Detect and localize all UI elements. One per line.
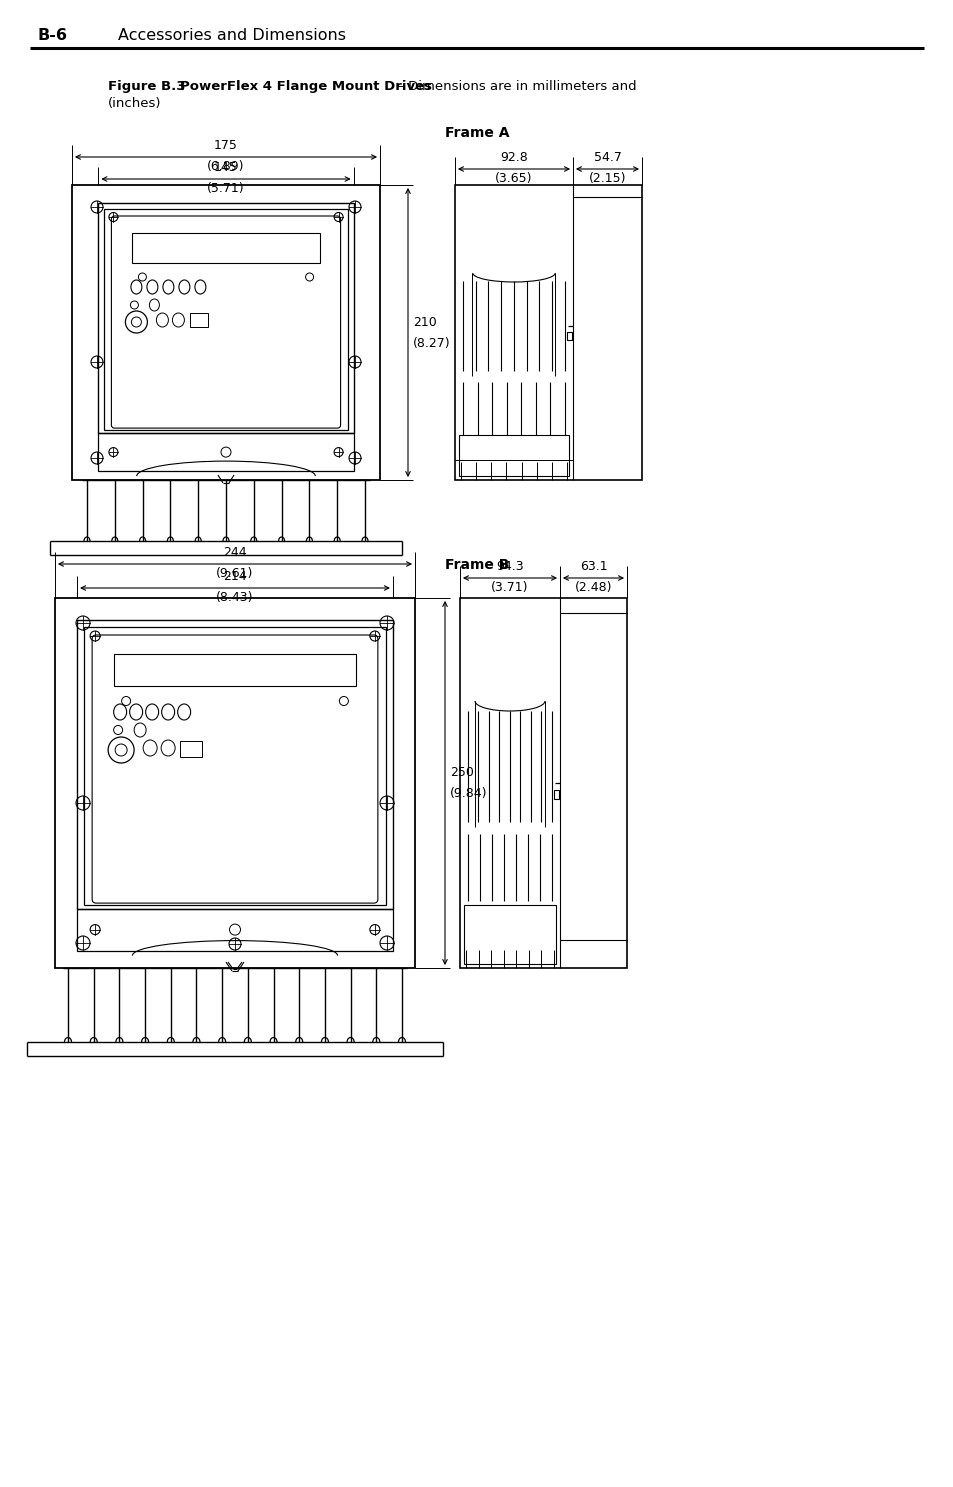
Text: 145: 145 [213,161,237,174]
Bar [554,790,558,799]
Bar [566,332,572,341]
Text: (2.15): (2.15) [588,172,625,184]
Text: 210: 210 [413,315,436,329]
Text: Accessories and Dimensions: Accessories and Dimensions [118,28,346,43]
Text: 54.7: 54.7 [593,152,620,164]
Bar [459,598,626,968]
Text: 63.1: 63.1 [579,561,607,572]
Text: – Dimensions are in millimeters and: – Dimensions are in millimeters and [393,80,636,94]
Text: Frame A: Frame A [444,126,509,140]
Text: (3.65): (3.65) [495,172,532,184]
Bar [71,184,379,480]
Text: (3.71): (3.71) [491,581,528,593]
Bar [191,312,208,327]
Bar [55,598,415,968]
Text: (9.84): (9.84) [450,787,487,800]
Text: 214: 214 [223,570,247,583]
Text: Frame B: Frame B [444,558,509,572]
Text: (8.43): (8.43) [216,590,253,604]
Text: 250: 250 [450,766,474,779]
Text: (5.71): (5.71) [207,181,245,195]
Bar [104,210,347,430]
Bar [455,184,641,480]
Text: (8.27): (8.27) [413,336,450,349]
Text: (2.48): (2.48) [574,581,612,593]
Text: 175: 175 [213,138,237,152]
Text: 92.8: 92.8 [499,152,527,164]
Bar [77,620,393,909]
Text: 244: 244 [223,546,247,559]
Bar [84,628,385,906]
Bar [132,233,319,263]
Bar [463,906,556,964]
Bar [114,654,355,686]
Text: B-6: B-6 [38,28,68,43]
Bar [458,436,568,476]
Text: (6.89): (6.89) [207,161,245,172]
Bar [77,909,393,950]
Text: Figure B.3: Figure B.3 [108,80,194,94]
Text: PowerFlex 4 Flange Mount Drives: PowerFlex 4 Flange Mount Drives [180,80,432,94]
Text: (9.61): (9.61) [216,567,253,580]
Bar [98,204,354,433]
Text: (inches): (inches) [108,97,161,110]
Bar [180,741,202,757]
Bar [98,433,354,471]
Text: 94.3: 94.3 [496,561,523,572]
